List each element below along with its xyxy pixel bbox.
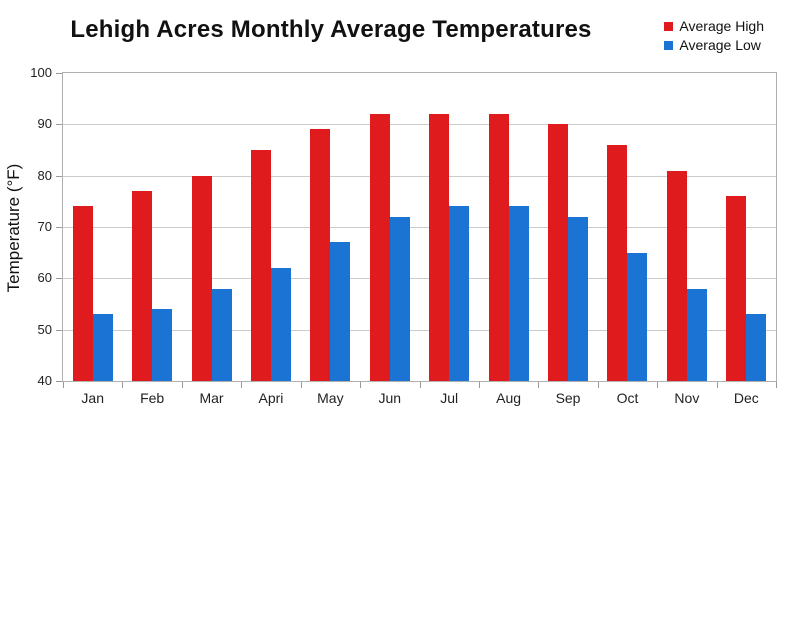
x-tick-mark-1 bbox=[122, 382, 124, 388]
x-tick-label-jul: Jul bbox=[440, 390, 459, 406]
legend-swatch-high-icon bbox=[664, 21, 674, 31]
bar-average-low-oct bbox=[627, 252, 648, 381]
y-tick-mark-90 bbox=[56, 124, 62, 126]
y-tick-mark-60 bbox=[56, 278, 62, 280]
bar-average-high-jan bbox=[72, 206, 93, 381]
x-tick-label-dec: Dec bbox=[733, 390, 759, 406]
bar-average-high-jul bbox=[429, 114, 450, 381]
bar-average-low-dec bbox=[746, 314, 767, 381]
gridline-70 bbox=[63, 227, 776, 228]
bar-average-low-nov bbox=[686, 288, 707, 381]
bar-average-low-apri bbox=[270, 268, 291, 381]
x-tick-label-jun: Jun bbox=[378, 390, 402, 406]
x-tick-label-aug: Aug bbox=[496, 390, 522, 406]
y-tick-mark-50 bbox=[56, 329, 62, 331]
x-tick-mark-3 bbox=[241, 382, 243, 388]
bar-average-low-may bbox=[330, 242, 351, 381]
x-tick-mark-11 bbox=[716, 382, 718, 388]
legend-label-average-high: Average High bbox=[679, 18, 764, 34]
x-tick-label-mar: Mar bbox=[199, 390, 224, 406]
bar-average-high-aug bbox=[488, 114, 509, 381]
gridline-60 bbox=[63, 278, 776, 280]
legend-item-average-low: Average Low bbox=[664, 37, 764, 53]
x-tick-label-apri: Apri bbox=[258, 390, 284, 406]
x-tick-mark-6 bbox=[419, 382, 421, 388]
x-tick-label-oct: Oct bbox=[616, 390, 639, 406]
x-tick-mark-12 bbox=[776, 382, 777, 388]
bar-average-low-feb bbox=[152, 309, 173, 381]
y-tick-mark-80 bbox=[56, 175, 62, 177]
bar-average-low-mar bbox=[211, 288, 232, 381]
x-tick-mark-0 bbox=[63, 382, 64, 388]
gridline-50 bbox=[63, 329, 776, 331]
x-tick-mark-4 bbox=[300, 382, 302, 388]
y-tick-label-80: 80 bbox=[37, 167, 52, 183]
bar-average-low-jan bbox=[92, 314, 113, 381]
y-tick-label-90: 90 bbox=[37, 116, 52, 132]
bar-average-high-feb bbox=[132, 191, 153, 381]
x-tick-label-jan: Jan bbox=[81, 390, 104, 406]
bar-average-high-sep bbox=[548, 124, 569, 381]
bar-average-low-aug bbox=[508, 206, 529, 381]
y-tick-mark-100 bbox=[56, 73, 62, 74]
bar-average-high-nov bbox=[666, 170, 687, 381]
y-tick-label-70: 70 bbox=[37, 219, 52, 234]
y-tick-mark-40 bbox=[56, 381, 62, 382]
plot-area bbox=[62, 72, 777, 382]
legend-label-average-low: Average Low bbox=[679, 37, 761, 53]
legend-swatch-low-icon bbox=[664, 40, 674, 50]
x-tick-label-feb: Feb bbox=[140, 390, 165, 406]
legend: Average High Average Low bbox=[664, 18, 764, 53]
gridline-90 bbox=[63, 124, 776, 126]
x-tick-mark-5 bbox=[360, 382, 362, 388]
bar-average-high-apri bbox=[250, 150, 271, 381]
x-tick-mark-9 bbox=[597, 382, 599, 388]
x-tick-label-may: May bbox=[317, 390, 344, 406]
x-tick-mark-2 bbox=[181, 382, 183, 388]
y-tick-label-100: 100 bbox=[30, 65, 52, 80]
bar-average-high-oct bbox=[607, 144, 628, 381]
bar-average-low-jul bbox=[449, 206, 470, 381]
x-tick-label-nov: Nov bbox=[674, 390, 700, 406]
x-tick-mark-10 bbox=[657, 382, 659, 388]
y-tick-label-60: 60 bbox=[37, 270, 52, 286]
bar-average-high-dec bbox=[726, 196, 747, 381]
x-tick-mark-7 bbox=[478, 382, 480, 388]
bar-average-high-may bbox=[310, 129, 331, 381]
y-tick-label-50: 50 bbox=[37, 321, 52, 337]
legend-item-average-high: Average High bbox=[664, 18, 764, 34]
bar-average-low-sep bbox=[568, 216, 589, 381]
bar-average-high-mar bbox=[191, 175, 212, 381]
x-tick-mark-8 bbox=[538, 382, 540, 388]
bar-average-low-jun bbox=[389, 216, 410, 381]
y-tick-label-40: 40 bbox=[37, 373, 52, 388]
x-tick-label-sep: Sep bbox=[555, 390, 581, 406]
chart-title: Lehigh Acres Monthly Average Temperature… bbox=[70, 16, 592, 43]
y-tick-mark-70 bbox=[56, 227, 62, 228]
gridline-80 bbox=[63, 175, 776, 177]
bar-average-high-jun bbox=[369, 114, 390, 381]
